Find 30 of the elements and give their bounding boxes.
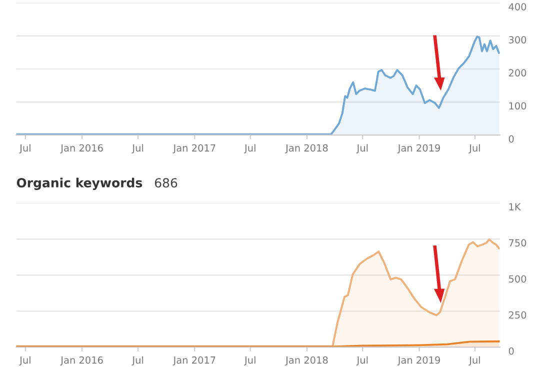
x-tick-label: Jul	[468, 144, 480, 154]
x-tick-label: Jan 2019	[397, 356, 440, 366]
y-tick-label: 500	[508, 275, 526, 283]
y-tick-label: 750	[509, 239, 526, 247]
x-tick-label: Jan 2017	[172, 356, 216, 366]
x-tick-label: Jul	[244, 356, 256, 366]
x-tick-label: Jan 2019	[397, 144, 440, 154]
x-tick-label: Jul	[244, 144, 256, 154]
x-tick-label: Jul	[356, 356, 368, 366]
y-tick-label: 250	[508, 311, 526, 319]
x-tick-label: Jan 2016	[60, 144, 103, 154]
x-tick-label: Jul	[356, 144, 368, 154]
x-tick-label: Jan 2017	[172, 144, 216, 154]
x-tick-label: Jan 2018	[285, 144, 328, 154]
x-tick-label: Jul	[132, 144, 144, 154]
x-tick-label: Jul	[468, 356, 480, 366]
chart-title: Organic keywords	[16, 178, 142, 190]
y-tick-label: 200	[508, 69, 526, 77]
x-tick-label: Jul	[19, 356, 30, 366]
chart-subtitle: 686	[154, 178, 178, 188]
y-tick-label: 100	[509, 102, 526, 110]
y-tick-label: 0	[508, 347, 514, 355]
y-tick-label: 400	[508, 3, 526, 10]
x-tick-label: Jul	[19, 144, 30, 154]
x-tick-label: Jan 2016	[60, 356, 103, 366]
y-tick-label: 1K	[509, 203, 521, 210]
y-tick-label: 300	[508, 36, 526, 44]
x-tick-label: Jan 2018	[285, 356, 328, 366]
y-tick-label: 0	[508, 135, 514, 143]
x-tick-label: Jul	[132, 356, 144, 366]
